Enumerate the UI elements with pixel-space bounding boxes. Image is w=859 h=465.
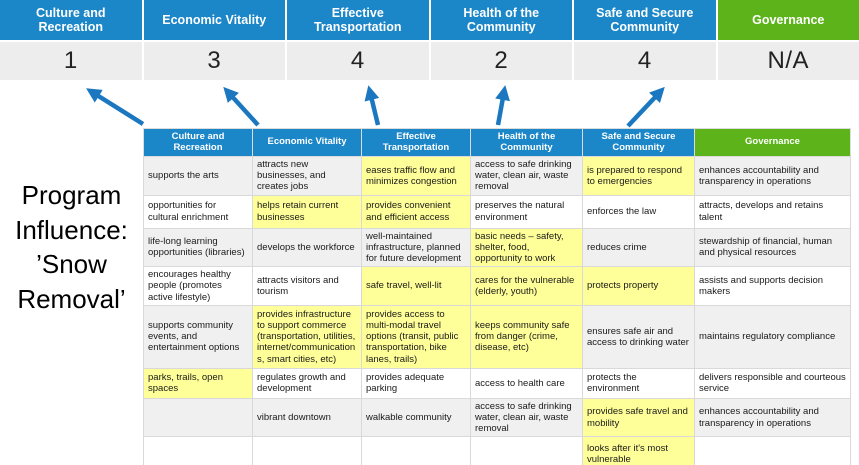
matrix-cell-r3-c1: life-long learning opportunities (librar… — [143, 227, 253, 268]
priority-banner-cell-effective-transportation: Effective Transportation — [287, 0, 429, 40]
priority-banner-cell-culture-and-recreation: Culture and Recreation — [0, 0, 142, 40]
matrix-cell-r4-c4-highlighted: cares for the vulnerable (elderly, youth… — [470, 266, 583, 306]
matrix-cell-r1-c3-highlighted: eases traffic flow and minimizes congest… — [361, 156, 471, 196]
matrix-cell-r6-c1-highlighted: parks, trails, open spaces — [143, 367, 253, 399]
matrix-cell-r4-c3-highlighted: safe travel, well-lit — [361, 266, 471, 306]
matrix-header-governance: Governance — [694, 128, 851, 157]
matrix-cell-r6-c4: access to health care — [470, 367, 583, 399]
matrix-cell-r5-c6: maintains regulatory compliance — [694, 304, 851, 369]
matrix-cell-r7-c2: vibrant downtown — [252, 397, 362, 438]
priority-banner: Culture and Recreation Economic Vitality E… — [0, 0, 859, 40]
matrix-cell-r4-c5-highlighted: protects property — [582, 266, 695, 306]
matrix-cell-r8-c1 — [143, 436, 253, 465]
matrix-row-1: supports the arts attracts new businesses… — [143, 156, 851, 196]
matrix-body: supports the arts attracts new businesses… — [143, 156, 851, 465]
matrix-cell-r6-c6: delivers responsible and courteous servi… — [694, 367, 851, 399]
matrix-cell-r5-c5: ensures safe air and access to drinking … — [582, 304, 695, 369]
priority-banner-cell-governance: Governance — [717, 0, 859, 40]
matrix-cell-r7-c4: access to safe drinking water, clean air… — [470, 397, 583, 438]
priority-score-safe-and-secure-community: 4 — [574, 42, 716, 80]
matrix-cell-r2-c3-highlighted: provides convenient and efficient access — [361, 194, 471, 229]
matrix-cell-r1-c2: attracts new businesses, and creates job… — [252, 156, 362, 196]
priority-banner-cell-health-of-the-community: Health of the Community — [430, 0, 572, 40]
influence-matrix: Culture and Recreation Economic Vitality E… — [143, 128, 851, 465]
matrix-header-effective-transportation: Effective Transportation — [361, 128, 471, 157]
matrix-header-safe-and-secure-community: Safe and Secure Community — [582, 128, 695, 157]
matrix-cell-r3-c6: stewardship of financial, human and phys… — [694, 227, 851, 268]
matrix-cell-r7-c3: walkable community — [361, 397, 471, 438]
matrix-cell-r7-c1 — [143, 397, 253, 438]
matrix-cell-r2-c1: opportunities for cultural enrichment — [143, 194, 253, 229]
matrix-cell-r6-c3: provides adequate parking — [361, 367, 471, 399]
matrix-row-5: supports community events, and entertain… — [143, 304, 851, 369]
matrix-cell-r4-c2: attracts visitors and tourism — [252, 266, 362, 306]
arrow-to-culture-recreation — [86, 88, 145, 126]
matrix-cell-r2-c2-highlighted: helps retain current businesses — [252, 194, 362, 229]
matrix-cell-r6-c5: protects the environment — [582, 367, 695, 399]
matrix-header-culture-and-recreation: Culture and Recreation — [143, 128, 253, 157]
arrow-to-health-community — [495, 85, 510, 126]
matrix-header-economic-vitality: Economic Vitality — [252, 128, 362, 157]
matrix-cell-r8-c4 — [470, 436, 583, 465]
matrix-row-3: life-long learning opportunities (librar… — [143, 227, 851, 268]
priority-banner-cell-economic-vitality: Economic Vitality — [143, 0, 285, 40]
arrow-to-economic-vitality — [223, 86, 260, 127]
matrix-cell-r2-c4: preserves the natural environment — [470, 194, 583, 229]
matrix-cell-r2-c6: attracts, develops and retains talent — [694, 194, 851, 229]
matrix-cell-r1-c4: access to safe drinking water, clean air… — [470, 156, 583, 196]
matrix-cell-r3-c2: develops the workforce — [252, 227, 362, 268]
matrix-row-4: encourages healthy people (promotes acti… — [143, 266, 851, 306]
matrix-cell-r3-c5: reduces crime — [582, 227, 695, 268]
matrix-cell-r7-c5-highlighted: provides safe travel and mobility — [582, 397, 695, 438]
matrix-cell-r8-c6 — [694, 436, 851, 465]
matrix-row-6: parks, trails, open spaces regulates grow… — [143, 367, 851, 399]
matrix-header-health-of-the-community: Health of the Community — [470, 128, 583, 157]
matrix-header-row: Culture and Recreation Economic Vitality E… — [143, 128, 851, 157]
matrix-cell-r7-c6: enhances accountability and transparency… — [694, 397, 851, 438]
matrix-cell-r8-c5-highlighted: looks after it's most vulnerable — [582, 436, 695, 465]
matrix-cell-r5-c2-highlighted: provides infrastructure to support comme… — [252, 304, 362, 369]
priority-score-culture-and-recreation: 1 — [0, 42, 142, 80]
priority-score-governance: N/A — [717, 42, 859, 80]
arrow-to-effective-transportation — [364, 85, 381, 126]
arrow-to-safe-secure-community — [626, 86, 665, 128]
matrix-cell-r8-c3 — [361, 436, 471, 465]
priority-score-row: 1 3 4 2 4 N/A — [0, 42, 859, 80]
matrix-cell-r8-c2 — [252, 436, 362, 465]
matrix-row-7: vibrant downtown walkable community access… — [143, 397, 851, 438]
priority-banner-cell-safe-and-secure-community: Safe and Secure Community — [574, 0, 716, 40]
matrix-cell-r1-c6: enhances accountability and transparency… — [694, 156, 851, 196]
matrix-cell-r5-c4-highlighted: keeps community safe from danger (crime,… — [470, 304, 583, 369]
matrix-cell-r3-c4-highlighted: basic needs – safety, shelter, food, opp… — [470, 227, 583, 268]
matrix-row-2: opportunities for cultural enrichment hel… — [143, 194, 851, 229]
program-title: Program Influence: ’Snow Removal’ — [15, 180, 128, 314]
priority-scoreboard: Culture and Recreation Economic Vitality E… — [0, 0, 859, 80]
matrix-cell-r3-c3: well-maintained infrastructure, planned … — [361, 227, 471, 268]
priority-score-effective-transportation: 4 — [287, 42, 429, 80]
matrix-cell-r1-c5-highlighted: is prepared to respond to emergencies — [582, 156, 695, 196]
matrix-cell-r4-c6: assists and supports decision makers — [694, 266, 851, 306]
matrix-cell-r1-c1: supports the arts — [143, 156, 253, 196]
matrix-row-8: looks after it's most vulnerable — [143, 436, 851, 465]
priority-score-health-of-the-community: 2 — [430, 42, 572, 80]
matrix-cell-r4-c1: encourages healthy people (promotes acti… — [143, 266, 253, 306]
matrix-cell-r6-c2: regulates growth and development — [252, 367, 362, 399]
matrix-cell-r2-c5: enforces the law — [582, 194, 695, 229]
matrix-cell-r5-c3-highlighted: provides access to multi-modal travel op… — [361, 304, 471, 369]
priority-score-economic-vitality: 3 — [143, 42, 285, 80]
matrix-cell-r5-c1: supports community events, and entertain… — [143, 304, 253, 369]
